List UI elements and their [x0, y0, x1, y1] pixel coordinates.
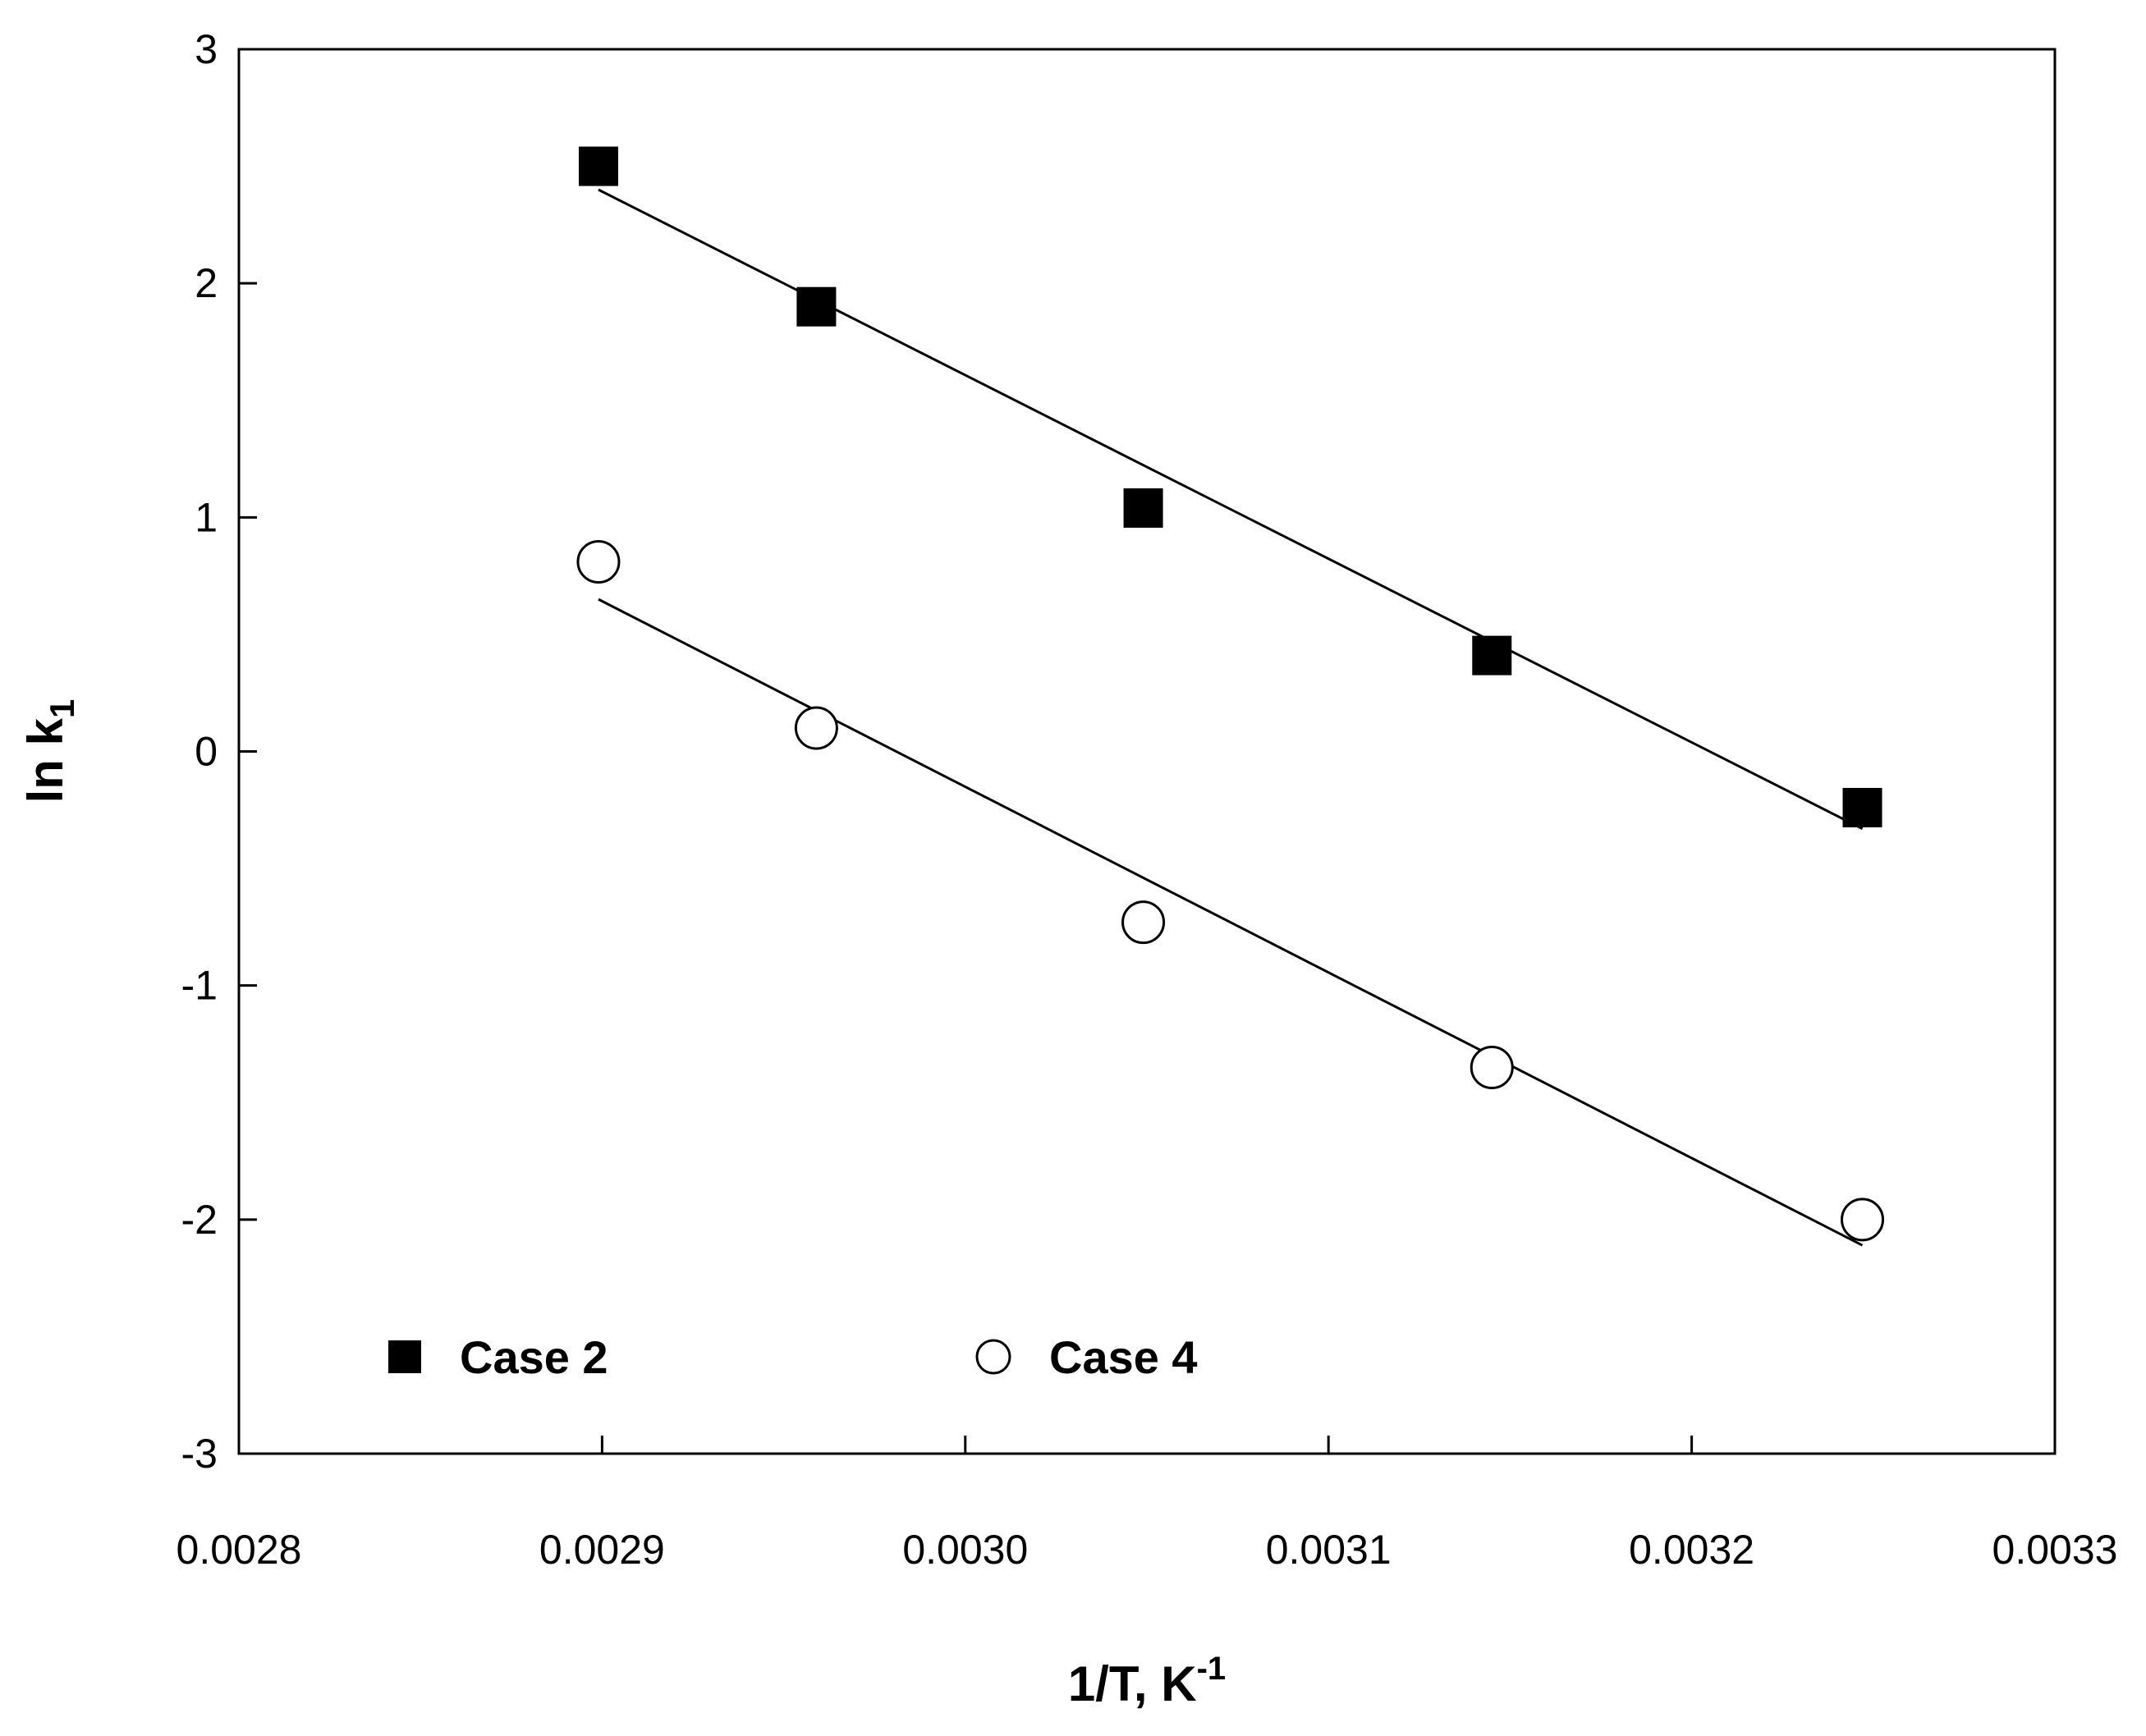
- y-tick-label: 1: [195, 494, 218, 540]
- data-point-case-2: [1123, 488, 1163, 528]
- legend-marker-case-2: [388, 1340, 421, 1373]
- y-tick-label: 2: [195, 260, 218, 306]
- data-point-case-2: [1472, 635, 1512, 676]
- y-axis-title-sub: 1: [43, 699, 81, 718]
- y-tick-label: 0: [195, 729, 218, 775]
- data-point-case-2: [578, 146, 618, 186]
- legend-label-case-2: Case 2: [460, 1331, 608, 1383]
- x-axis-title-main: 1/T, K: [1068, 1656, 1197, 1711]
- x-tick-label: 0.0032: [1629, 1527, 1754, 1573]
- y-axis-title: ln k1: [18, 699, 81, 804]
- data-point-case-4: [1841, 1198, 1885, 1242]
- legend-label-case-4: Case 4: [1049, 1331, 1198, 1383]
- data-markers: [576, 146, 1885, 1242]
- y-axis-ticks: -3 -2 -1 0 1 2 3: [181, 26, 257, 1477]
- y-tick-label: -3: [181, 1431, 218, 1477]
- data-point-case-2: [1842, 787, 1882, 827]
- x-tick-label: 0.0031: [1266, 1527, 1392, 1573]
- x-axis-title: 1/T, K-1: [1068, 1651, 1226, 1711]
- plot-frame: [237, 48, 2057, 1455]
- fit-line-case-2: [598, 188, 1864, 830]
- legend: Case 2 Case 4: [388, 1331, 1198, 1383]
- data-point-case-2: [796, 286, 837, 327]
- x-tick-label: 0.0030: [902, 1527, 1028, 1573]
- x-tick-label: 0.0033: [1992, 1527, 2118, 1573]
- x-axis-ticks: 0.0028 0.0029 0.0030 0.0031 0.0032 0.0033: [177, 1436, 2118, 1573]
- data-point-case-4: [576, 540, 621, 584]
- y-tick-label: 3: [195, 26, 218, 72]
- fit-line-case-4: [598, 598, 1864, 1247]
- x-tick-label: 0.0028: [177, 1527, 302, 1573]
- y-tick-label: -1: [181, 963, 218, 1009]
- legend-marker-case-4: [975, 1339, 1011, 1375]
- y-tick-label: -2: [181, 1197, 218, 1243]
- data-point-case-4: [1121, 900, 1166, 945]
- data-point-case-4: [794, 706, 838, 750]
- x-tick-label: 0.0029: [539, 1527, 665, 1573]
- fit-lines: [598, 188, 1864, 1247]
- data-point-case-4: [1470, 1045, 1514, 1089]
- y-axis-title-main: ln k: [18, 717, 73, 803]
- x-axis-title-sup: -1: [1197, 1651, 1227, 1687]
